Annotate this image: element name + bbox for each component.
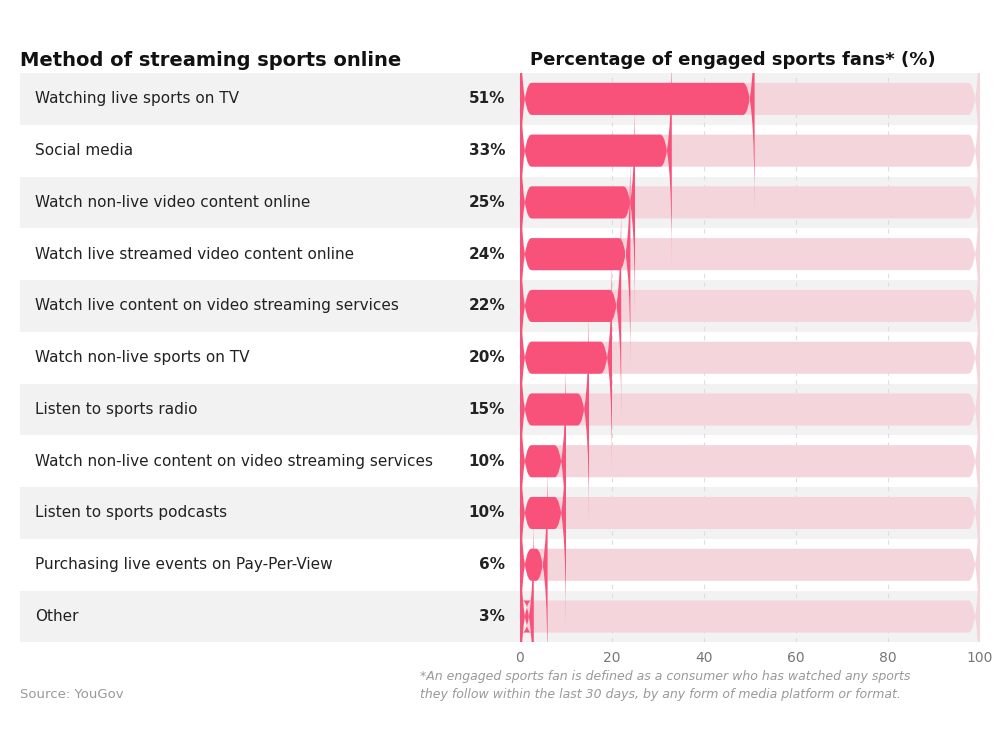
Text: 20%: 20% — [468, 350, 505, 365]
Text: 33%: 33% — [468, 143, 505, 158]
Bar — [520, 332, 980, 383]
Text: 51%: 51% — [469, 91, 505, 107]
Text: Social media: Social media — [35, 143, 133, 158]
FancyBboxPatch shape — [520, 245, 612, 471]
FancyBboxPatch shape — [520, 503, 534, 730]
Bar — [520, 125, 980, 177]
FancyBboxPatch shape — [520, 348, 980, 575]
Text: Watch non-live video content online: Watch non-live video content online — [35, 195, 310, 210]
FancyBboxPatch shape — [520, 37, 980, 264]
FancyBboxPatch shape — [520, 0, 980, 212]
Text: Percentage of engaged sports fans* (%): Percentage of engaged sports fans* (%) — [530, 51, 936, 69]
Text: 10%: 10% — [469, 454, 505, 469]
Text: 6%: 6% — [479, 557, 505, 572]
Bar — [20, 280, 520, 332]
Text: 25%: 25% — [468, 195, 505, 210]
Bar — [20, 435, 520, 487]
Text: Source: YouGov: Source: YouGov — [20, 688, 124, 701]
Bar — [520, 539, 980, 591]
Text: Purchasing live events on Pay-Per-View: Purchasing live events on Pay-Per-View — [35, 557, 333, 572]
Bar — [520, 591, 980, 642]
FancyBboxPatch shape — [520, 399, 566, 626]
FancyBboxPatch shape — [520, 0, 755, 212]
Bar — [520, 73, 980, 125]
FancyBboxPatch shape — [520, 141, 630, 367]
Text: Listen to sports radio: Listen to sports radio — [35, 402, 198, 417]
Bar — [20, 177, 520, 228]
FancyBboxPatch shape — [520, 193, 621, 419]
Text: *An engaged sports fan is defined as a consumer who has watched any sports
they : *An engaged sports fan is defined as a c… — [420, 670, 910, 701]
Text: 24%: 24% — [468, 247, 505, 261]
Text: 22%: 22% — [468, 299, 505, 313]
Bar — [20, 228, 520, 280]
Bar — [520, 280, 980, 332]
FancyBboxPatch shape — [520, 451, 548, 678]
Text: 3%: 3% — [479, 609, 505, 624]
FancyBboxPatch shape — [520, 141, 980, 367]
Bar — [520, 435, 980, 487]
Text: 15%: 15% — [469, 402, 505, 417]
FancyBboxPatch shape — [520, 37, 672, 264]
Bar — [20, 591, 520, 642]
FancyBboxPatch shape — [520, 245, 980, 471]
Bar — [20, 539, 520, 591]
Text: 10%: 10% — [469, 505, 505, 520]
FancyBboxPatch shape — [520, 296, 589, 523]
Bar — [520, 487, 980, 539]
Bar — [20, 487, 520, 539]
FancyBboxPatch shape — [520, 503, 980, 730]
FancyBboxPatch shape — [520, 193, 980, 419]
Text: Watch live streamed video content online: Watch live streamed video content online — [35, 247, 354, 261]
Bar — [20, 73, 520, 125]
Text: Other: Other — [35, 609, 78, 624]
Text: Watch non-live sports on TV: Watch non-live sports on TV — [35, 350, 250, 365]
Text: Watch non-live content on video streaming services: Watch non-live content on video streamin… — [35, 454, 433, 469]
Text: Method of streaming sports online: Method of streaming sports online — [20, 51, 401, 70]
FancyBboxPatch shape — [520, 89, 635, 316]
Text: Watch live content on video streaming services: Watch live content on video streaming se… — [35, 299, 399, 313]
FancyBboxPatch shape — [520, 451, 980, 678]
FancyBboxPatch shape — [520, 89, 980, 316]
Text: Watching live sports on TV: Watching live sports on TV — [35, 91, 239, 107]
FancyBboxPatch shape — [520, 296, 980, 523]
Bar — [520, 383, 980, 435]
Bar — [520, 177, 980, 228]
FancyBboxPatch shape — [520, 399, 980, 626]
Text: Listen to sports podcasts: Listen to sports podcasts — [35, 505, 227, 520]
Bar — [20, 332, 520, 383]
Bar — [20, 383, 520, 435]
Bar — [20, 125, 520, 177]
Bar — [520, 228, 980, 280]
FancyBboxPatch shape — [520, 348, 566, 575]
